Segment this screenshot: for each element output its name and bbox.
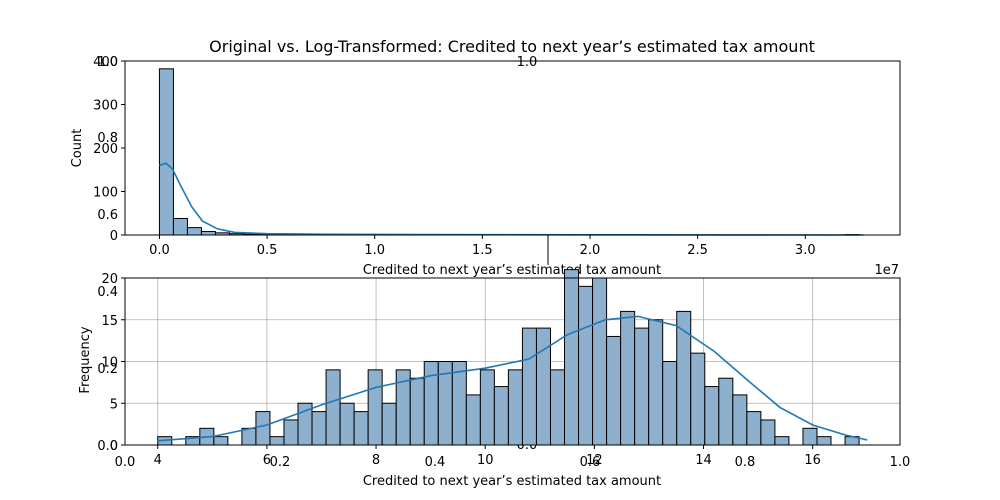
log-x-tick-label: 14 <box>695 453 712 468</box>
log-bar <box>746 411 762 446</box>
log-bar <box>381 402 397 446</box>
log-x-tick-label: 16 <box>804 453 821 468</box>
original-x-tick-label: 3.0 <box>795 243 816 258</box>
log-x-axis-label: Credited to next year’s estimated tax am… <box>363 474 661 489</box>
log-bar <box>465 394 481 446</box>
phantom-y-tick-label: 0.0 <box>97 439 118 454</box>
original-y-tick-label: 200 <box>93 142 118 157</box>
original-bar <box>158 68 174 236</box>
original-x-tick-label: 1.5 <box>472 243 493 258</box>
phantom-x-tick-label: 1.0 <box>890 455 911 470</box>
original-bar <box>172 217 188 236</box>
phantom-x-tick-label: 0.2 <box>270 455 291 470</box>
log-y-tick-label: 20 <box>101 272 118 287</box>
log-x-tick-label: 4 <box>154 453 162 468</box>
original-x-tick-label: 0.5 <box>257 243 278 258</box>
log-bar <box>760 419 776 446</box>
log-bar <box>241 427 257 446</box>
log-y-tick-label: 5 <box>110 397 118 412</box>
log-bar <box>704 386 720 446</box>
phantom-y-tick-label: 0.4 <box>97 285 118 300</box>
log-bar <box>493 386 509 446</box>
log-bar <box>283 419 299 446</box>
log-bar <box>549 369 566 446</box>
log-bar <box>213 436 229 446</box>
log-bar <box>353 411 369 446</box>
phantom-y-tick-label: 0.6 <box>97 208 118 223</box>
log-x-tick-label: 12 <box>586 453 603 468</box>
log-bar <box>423 361 439 446</box>
log-bar <box>269 436 285 446</box>
log-y-axis-label: Frequency <box>78 326 93 393</box>
original-x-tick-label: 1.0 <box>364 243 385 258</box>
log-bar <box>535 327 551 446</box>
log-bar <box>718 377 734 446</box>
log-bar <box>367 369 383 446</box>
original-x-axis-label: Credited to next year’s estimated tax am… <box>363 263 661 278</box>
log-histogram-axes: 4 6 8 10 12 14 16 0 5 10 15 20 Frequency Credited t… <box>78 269 901 489</box>
log-bar <box>816 436 832 446</box>
figure-title: Original vs. Log-Transformed: Credited t… <box>209 37 815 56</box>
log-bar <box>255 411 271 446</box>
original-y-tick-label: 100 <box>93 186 118 201</box>
log-x-tick-label: 10 <box>477 453 494 468</box>
log-bar <box>325 369 341 446</box>
original-x-tick-label: 2.0 <box>580 243 601 258</box>
log-bar <box>592 277 608 446</box>
original-y-tick-label: 0 <box>110 229 118 244</box>
original-x-tick-label: 0.0 <box>149 243 170 258</box>
log-bar <box>507 369 523 446</box>
phantom-x-tick-label: 0.6 <box>580 455 601 470</box>
log-bar <box>802 427 818 446</box>
log-bar <box>662 361 678 446</box>
log-y-tick-label: 10 <box>101 356 118 371</box>
original-y-tick-label: 300 <box>93 99 118 114</box>
phantom-x-tick-label: 0.8 <box>735 455 756 470</box>
log-bar <box>620 310 636 446</box>
log-bar <box>578 285 594 446</box>
original-bar <box>186 227 202 236</box>
log-bar <box>479 369 495 446</box>
log-x-tick-label: 6 <box>263 453 271 468</box>
log-bar <box>634 327 650 446</box>
log-bar <box>311 411 327 446</box>
log-bar <box>732 394 748 446</box>
original-kde-line <box>159 162 864 236</box>
log-bar <box>409 377 425 446</box>
phantom-y-tick-label: 0.8 <box>97 131 118 146</box>
log-plot-frame <box>124 277 901 446</box>
log-kde-line <box>157 315 868 442</box>
log-bar <box>606 335 622 446</box>
original-y-axis-label: Count <box>70 129 85 168</box>
original-x-offset-text: 1e7 <box>874 263 899 278</box>
phantom-x-tick-label: 0.4 <box>425 455 446 470</box>
log-y-tick-label: 15 <box>101 314 118 329</box>
log-bar <box>690 352 706 446</box>
phantom-x-tick-label-top: 1.0 <box>517 55 538 70</box>
original-plot-frame <box>124 60 901 236</box>
original-histogram-axes: 0.0 0.5 1.0 1.5 2.0 2.5 3.0 0 100 200 300 400 Origi… <box>70 37 901 278</box>
log-bar <box>451 361 467 446</box>
log-bar <box>564 269 580 446</box>
phantom-y-tick-label: 0.2 <box>97 362 118 377</box>
original-y-tick-label: 400 <box>93 55 118 70</box>
log-bar <box>648 319 664 446</box>
log-bar <box>774 436 790 446</box>
log-bar <box>339 402 355 446</box>
original-x-tick-label: 2.5 <box>687 243 708 258</box>
log-bar <box>521 327 537 446</box>
original-bar <box>200 231 216 236</box>
log-y-tick-label: 0 <box>110 439 118 454</box>
phantom-x-tick-label: 0.0 <box>115 455 136 470</box>
phantom-y-tick-label: 1.0 <box>97 55 118 70</box>
log-x-tick-label: 8 <box>372 453 380 468</box>
